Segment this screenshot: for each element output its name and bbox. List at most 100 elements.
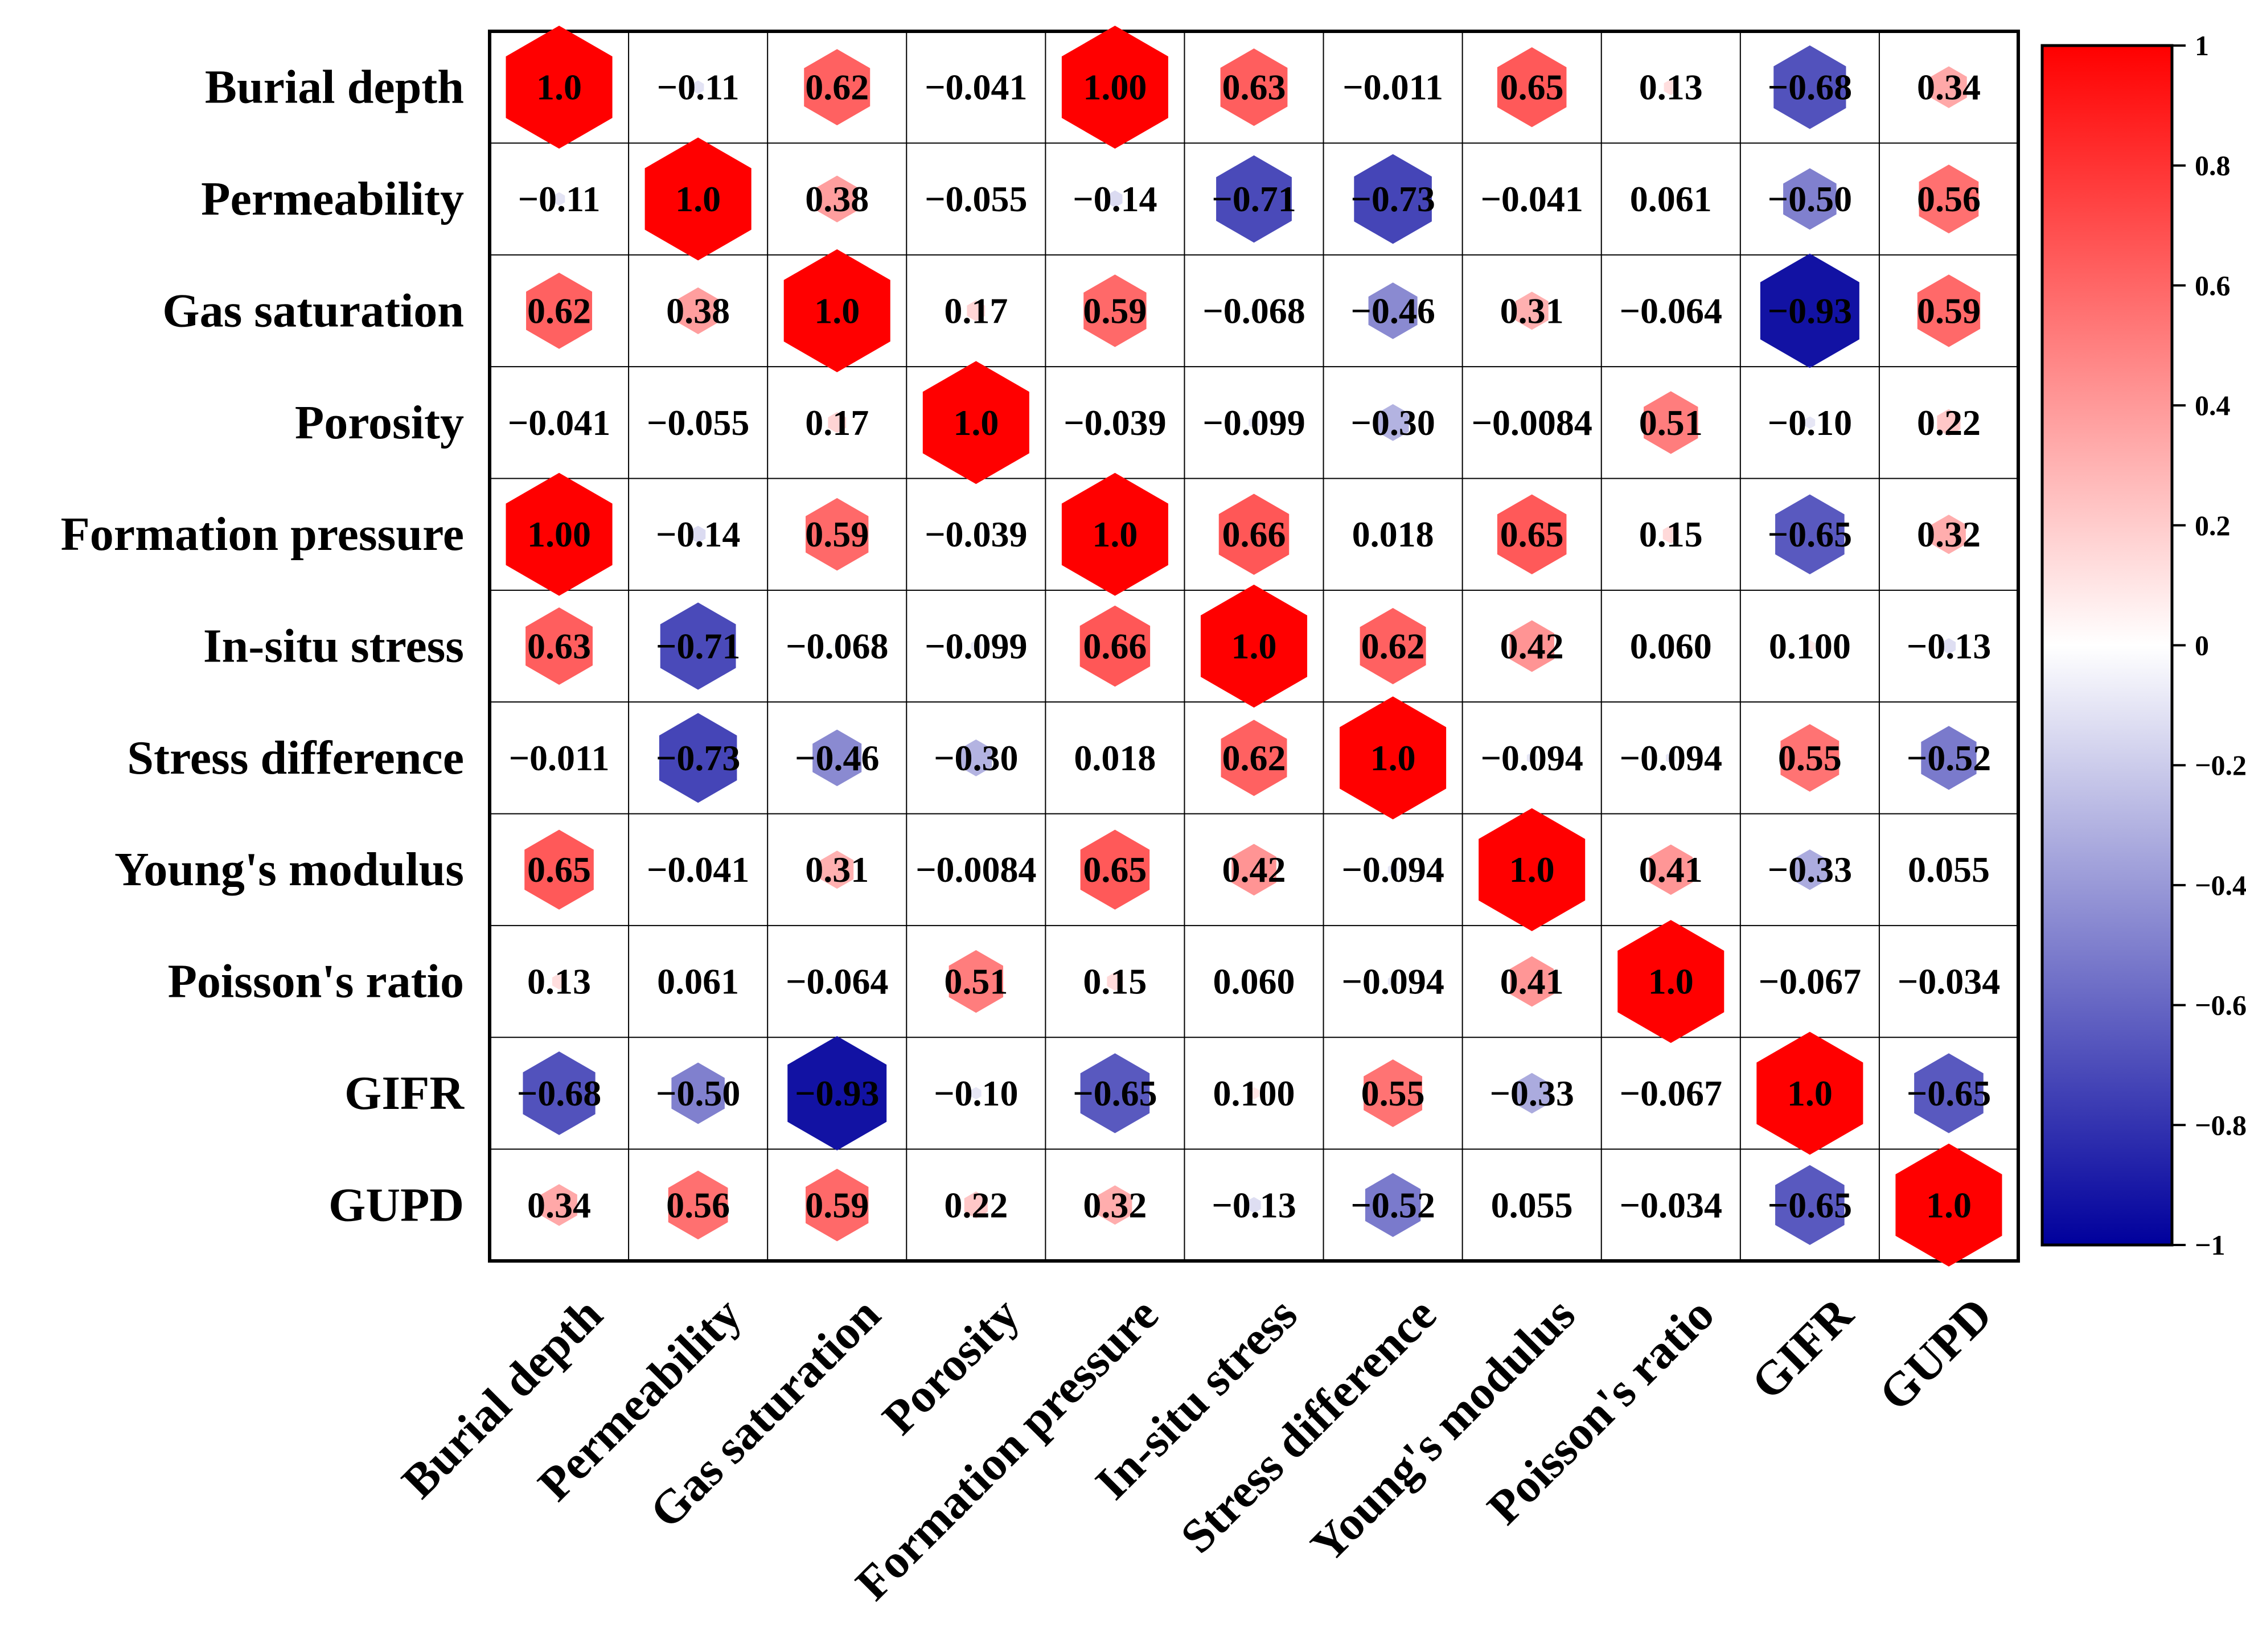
heatmap-hexagon bbox=[525, 607, 593, 685]
cell-value-label: 0.061 bbox=[657, 961, 739, 1002]
cell-value-label: 1.0 bbox=[953, 402, 999, 443]
colorbar-tick-label: −0.6 bbox=[2195, 989, 2246, 1021]
cell-value-label: 0.66 bbox=[1222, 514, 1286, 554]
heatmap-hexagon bbox=[1669, 1203, 1673, 1207]
cell-value-label: −0.094 bbox=[1480, 738, 1583, 778]
heatmap-hexagon bbox=[1756, 1032, 1863, 1155]
cell-value-label: 0.31 bbox=[805, 849, 869, 890]
cell-value-label: 0.63 bbox=[1222, 67, 1286, 108]
heatmap-hexagon bbox=[1200, 585, 1308, 708]
cell-value-label: 0.061 bbox=[1630, 179, 1712, 219]
row-label: Formation pressure bbox=[60, 508, 464, 561]
heatmap-hexagon bbox=[1250, 977, 1258, 985]
column-label: Stress difference bbox=[1171, 1288, 1446, 1563]
cell-value-label: 0.55 bbox=[1778, 738, 1842, 778]
cell-value-label: 1.00 bbox=[1083, 67, 1147, 108]
cell-value-label: −0.71 bbox=[1212, 179, 1296, 219]
heatmap-hexagon bbox=[1360, 608, 1426, 684]
cell-value-label: −0.064 bbox=[786, 961, 888, 1002]
row-label: Porosity bbox=[295, 396, 464, 449]
cell-value-label: −0.33 bbox=[1489, 1073, 1574, 1113]
cell-value-label: 0.38 bbox=[666, 290, 730, 331]
cell-value-label: 0.060 bbox=[1213, 961, 1295, 1002]
cell-value-label: −0.46 bbox=[1350, 290, 1435, 331]
cell-value-label: −0.041 bbox=[508, 402, 610, 443]
heatmap-hexagon bbox=[1250, 306, 1258, 315]
heatmap-hexagon bbox=[1649, 844, 1693, 895]
cell-value-label: −0.094 bbox=[1341, 961, 1444, 1002]
cell-value-label: 1.0 bbox=[1370, 738, 1416, 778]
heatmap-hexagon bbox=[1216, 155, 1292, 243]
heatmap-hexagon bbox=[971, 640, 982, 652]
column-label: GUPD bbox=[1869, 1288, 2002, 1421]
heatmap-hexagon bbox=[806, 1169, 869, 1242]
cell-value-label: 0.56 bbox=[1917, 179, 1981, 219]
cell-value-label: −0.10 bbox=[1768, 402, 1852, 443]
cell-value-label: −0.93 bbox=[1768, 290, 1852, 331]
cell-value-label: −0.034 bbox=[1898, 961, 2000, 1002]
heatmap-hexagon bbox=[1945, 866, 1952, 873]
row-label: GIFR bbox=[344, 1067, 465, 1120]
heatmap-hexagon bbox=[1760, 253, 1859, 368]
heatmap-hexagon bbox=[974, 532, 978, 537]
colorbar-tick-label: −0.8 bbox=[2195, 1109, 2246, 1141]
heatmap-hexagon bbox=[1668, 642, 1674, 650]
cell-value-label: 0.018 bbox=[1074, 738, 1156, 778]
cell-value-label: 0.56 bbox=[666, 1185, 730, 1225]
heatmap-hexagon bbox=[1668, 195, 1674, 203]
cell-value-label: −0.041 bbox=[1480, 179, 1583, 219]
heatmap-hexagon bbox=[1514, 1072, 1550, 1114]
heatmap-hexagon bbox=[828, 412, 847, 433]
cell-value-label: 1.0 bbox=[814, 290, 860, 331]
cell-value-label: −0.067 bbox=[1620, 1073, 1722, 1113]
colorbar-tick-label: 1 bbox=[2195, 30, 2209, 61]
heatmap-hexagon bbox=[973, 195, 979, 203]
row-label: Poisson's ratio bbox=[168, 955, 464, 1008]
cell-value-label: −0.50 bbox=[656, 1073, 740, 1113]
colorbar-tick-label: 0 bbox=[2195, 630, 2209, 661]
heatmap-hexagon bbox=[1249, 416, 1259, 429]
heatmap-hexagon bbox=[1392, 86, 1394, 88]
heatmap-hexagon bbox=[1354, 154, 1432, 244]
row-label: Stress difference bbox=[127, 732, 464, 784]
heatmap-hexagon bbox=[1509, 620, 1554, 672]
heatmap-hexagon bbox=[970, 1087, 982, 1100]
cell-value-label: 0.59 bbox=[805, 1185, 869, 1225]
heatmap-hexagon bbox=[1079, 605, 1151, 687]
colorbar: 1 0.8 0.6 0.4 0.2 0 −0.2 −0.4 −0.6 −0.8 −1 bbox=[2040, 30, 2246, 1261]
column-label: Young's modulus bbox=[1301, 1288, 1586, 1572]
heatmap-hexagon bbox=[1662, 525, 1679, 544]
cell-value-label: 1.0 bbox=[675, 179, 721, 219]
cell-value-label: 0.018 bbox=[1352, 514, 1434, 554]
cell-value-label: 0.22 bbox=[1917, 402, 1981, 443]
heatmap-hexagon bbox=[557, 420, 561, 425]
cell-value-label: 0.62 bbox=[1361, 626, 1425, 667]
heatmap-hexagon bbox=[559, 757, 560, 759]
colorbar-gradient bbox=[2040, 44, 2174, 1247]
heatmap-hexagon bbox=[1804, 640, 1816, 652]
heatmap-hexagon bbox=[1080, 829, 1150, 910]
row-label: Gas saturation bbox=[162, 284, 464, 337]
heatmap-markers bbox=[506, 26, 2002, 1267]
heatmap-hexagon bbox=[1107, 190, 1123, 208]
cell-value-label: −0.099 bbox=[1202, 402, 1305, 443]
heatmap-hexagon bbox=[526, 272, 593, 349]
heatmap-hexagon bbox=[1806, 977, 1814, 986]
cell-value-label: 0.51 bbox=[1639, 402, 1703, 443]
heatmap-hexagon bbox=[1479, 808, 1586, 931]
column-label: GIFR bbox=[1742, 1287, 1864, 1409]
row-label: In-situ stress bbox=[203, 620, 464, 673]
cell-value-label: −0.65 bbox=[1073, 1073, 1157, 1113]
cell-value-label: 0.15 bbox=[1639, 514, 1703, 554]
cell-value-label: 0.17 bbox=[944, 290, 1008, 331]
heatmap-hexagon bbox=[668, 1170, 728, 1240]
cell-value-label: −0.65 bbox=[1768, 1185, 1852, 1225]
heatmap-hexagon bbox=[524, 829, 594, 910]
cell-value-label: −0.52 bbox=[1350, 1185, 1435, 1225]
cell-value-label: −0.14 bbox=[1073, 179, 1157, 219]
cell-value-label: 0.38 bbox=[805, 179, 869, 219]
heatmap-hexagon bbox=[1531, 422, 1533, 424]
cell-value-label: 0.42 bbox=[1500, 626, 1564, 667]
cell-value-label: 0.32 bbox=[1083, 1185, 1147, 1225]
heatmap-hexagon bbox=[1526, 752, 1537, 764]
